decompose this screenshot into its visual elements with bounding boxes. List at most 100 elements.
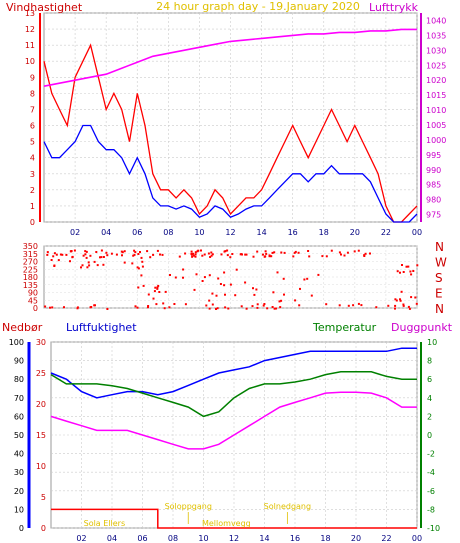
direction-point bbox=[273, 307, 276, 310]
temp-tick-label: -6 bbox=[427, 487, 435, 496]
grid-bottom bbox=[51, 341, 418, 529]
direction-point bbox=[400, 290, 403, 293]
y-right-tick-label: 1005 bbox=[426, 121, 446, 130]
y-right-tick-label: 1040 bbox=[426, 16, 446, 25]
compass-label: N bbox=[435, 302, 444, 316]
direction-point bbox=[173, 303, 176, 305]
sun-bar-label: Mellomvegg bbox=[202, 519, 251, 528]
direction-point bbox=[265, 252, 268, 255]
humidity-tick-label: 20 bbox=[36, 400, 46, 409]
direction-point bbox=[219, 283, 222, 285]
direction-point bbox=[253, 293, 256, 296]
direction-point bbox=[69, 260, 71, 263]
direction-point bbox=[402, 271, 405, 273]
y-right-tick-label: 1035 bbox=[426, 31, 446, 40]
direction-point bbox=[402, 303, 405, 306]
direction-point bbox=[282, 277, 285, 280]
direction-point bbox=[235, 268, 238, 271]
direction-point bbox=[136, 266, 139, 269]
direction-point bbox=[394, 298, 397, 301]
precip-tick-label: 20 bbox=[14, 487, 24, 496]
direction-point bbox=[360, 304, 363, 307]
direction-point bbox=[266, 307, 269, 310]
sun-bar-label: Sola Ellers bbox=[84, 519, 126, 528]
y-right-tick-label: 1015 bbox=[426, 91, 446, 100]
sun-label: Solnedgang bbox=[264, 502, 311, 511]
precip-tick-label: 10 bbox=[14, 505, 24, 514]
y-left-tick-label: 7 bbox=[30, 105, 35, 114]
direction-point bbox=[256, 303, 259, 306]
direction-point bbox=[86, 266, 89, 269]
series-top bbox=[43, 28, 418, 223]
direction-point bbox=[226, 254, 229, 257]
direction-point bbox=[154, 286, 157, 289]
direction-point bbox=[164, 290, 167, 293]
direction-point bbox=[226, 249, 229, 252]
direction-point bbox=[273, 251, 276, 254]
direction-point bbox=[205, 304, 208, 307]
humidity-tick-label: 15 bbox=[36, 431, 46, 440]
direction-point bbox=[211, 292, 214, 295]
direction-point bbox=[231, 253, 234, 255]
direction-point bbox=[325, 255, 328, 258]
x-tick-label: 08 bbox=[163, 228, 173, 237]
y-left-tick-label: 4 bbox=[30, 154, 35, 163]
y-left-tick-label: 10 bbox=[25, 57, 35, 66]
direction-point bbox=[215, 294, 218, 297]
direction-point bbox=[52, 255, 55, 258]
direction-point bbox=[211, 303, 214, 306]
axes-top: 02 04 06 08 10 12 14 16 18 20 22 000123456789101112… bbox=[25, 9, 447, 237]
direction-point bbox=[100, 256, 103, 259]
label-duggpunkt: Duggpunkt bbox=[391, 321, 453, 334]
x-tick-label: 00 bbox=[412, 534, 422, 543]
direction-point bbox=[142, 284, 145, 287]
direction-point bbox=[340, 253, 342, 256]
direction-point bbox=[194, 255, 197, 258]
direction-point bbox=[156, 286, 159, 289]
direction-point bbox=[156, 287, 159, 290]
direction-point bbox=[195, 273, 198, 276]
label-luftfuktighet: Luftfuktighet bbox=[66, 321, 137, 334]
direction-point bbox=[395, 299, 398, 302]
direction-point bbox=[193, 288, 196, 291]
direction-point bbox=[405, 265, 408, 268]
direction-point bbox=[115, 253, 118, 256]
left-axis-label-wind: Vindhastighet bbox=[6, 1, 83, 14]
direction-point bbox=[158, 291, 161, 293]
direction-point bbox=[276, 271, 279, 274]
direction-point bbox=[268, 254, 271, 257]
direction-point bbox=[96, 264, 99, 267]
direction-point bbox=[182, 276, 184, 279]
direction-point bbox=[169, 274, 171, 276]
y-left-tick-label: 3 bbox=[30, 170, 35, 179]
direction-point bbox=[201, 254, 204, 257]
direction-point bbox=[149, 256, 152, 259]
x-tick-label: 12 bbox=[225, 228, 235, 237]
direction-point bbox=[136, 306, 139, 309]
direction-point bbox=[191, 255, 194, 258]
direction-point bbox=[410, 273, 413, 276]
series-line-vindhastighet bbox=[43, 43, 418, 223]
direction-point bbox=[49, 306, 51, 309]
direction-point bbox=[294, 250, 297, 253]
direction-point bbox=[184, 303, 187, 306]
direction-point bbox=[208, 307, 211, 310]
direction-point bbox=[407, 265, 410, 268]
direction-point bbox=[245, 253, 248, 256]
direction-point bbox=[168, 306, 171, 309]
direction-point bbox=[325, 303, 328, 306]
direction-point bbox=[141, 265, 144, 268]
y-left-tick-label: 6 bbox=[30, 122, 35, 131]
direction-point bbox=[123, 250, 126, 253]
y-left-tick-label: 0 bbox=[30, 218, 35, 227]
direction-point bbox=[387, 304, 390, 307]
direction-point bbox=[207, 252, 210, 255]
direction-point bbox=[46, 251, 49, 254]
direction-point bbox=[215, 308, 217, 310]
direction-point bbox=[353, 250, 356, 253]
direction-point bbox=[44, 305, 47, 308]
label-temperatur: Temperatur bbox=[312, 321, 377, 334]
compass-label: E bbox=[435, 287, 443, 301]
direction-point bbox=[399, 299, 402, 302]
